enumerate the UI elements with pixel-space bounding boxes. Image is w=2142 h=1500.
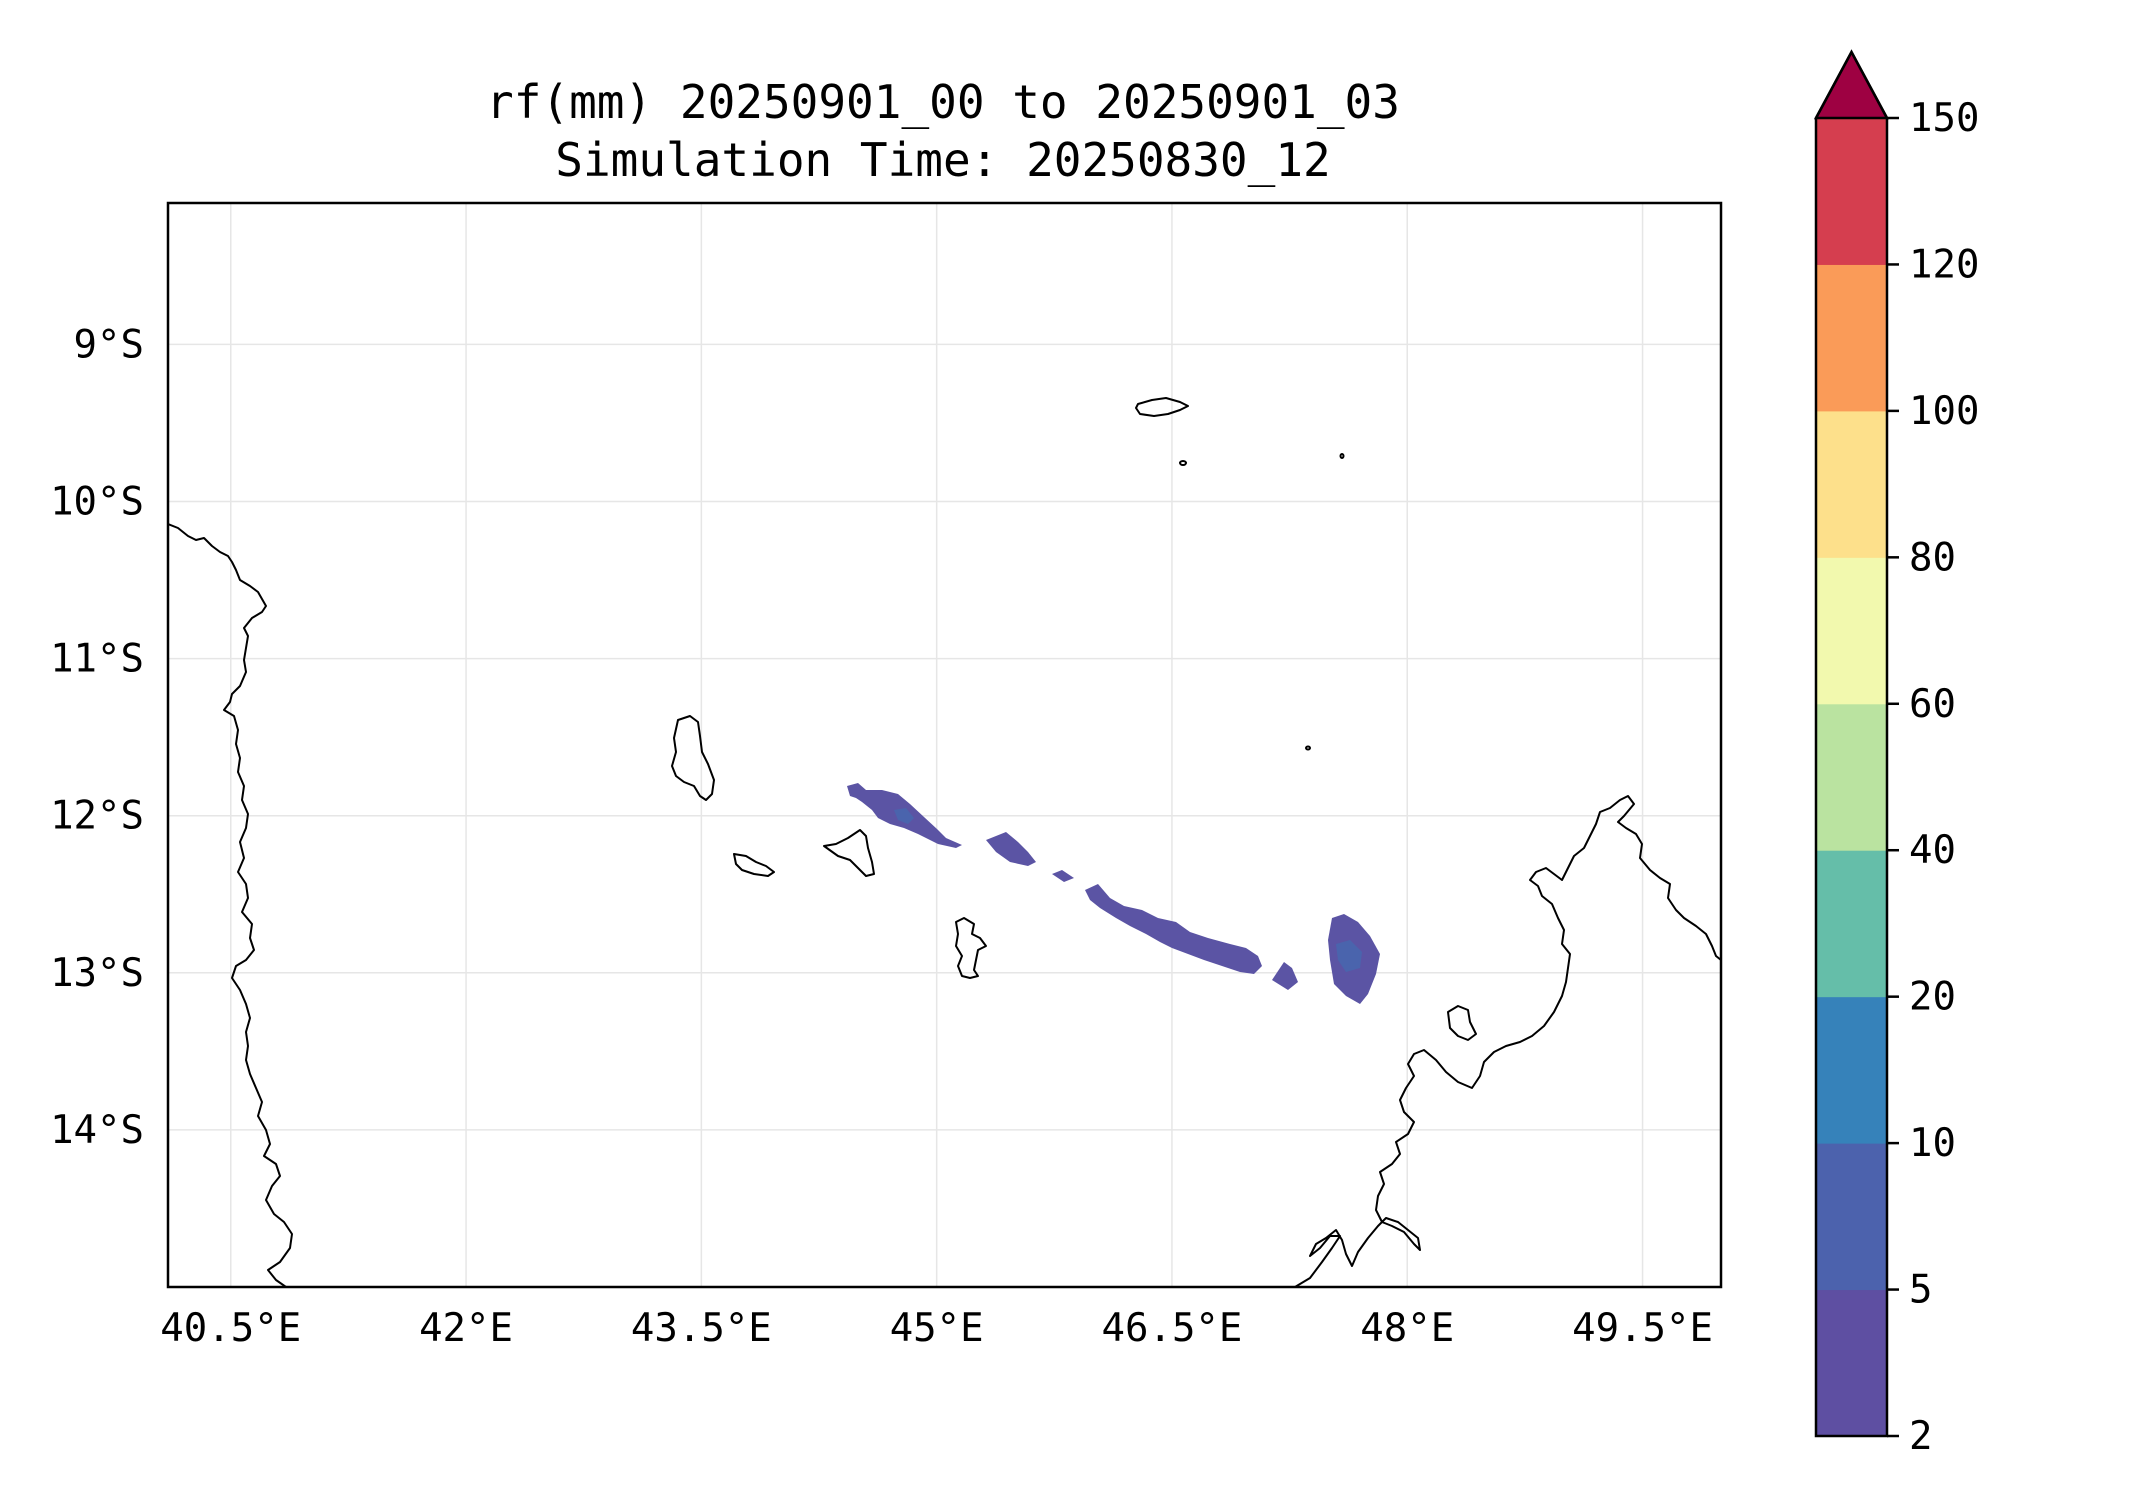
- rain-patch-core: [1336, 940, 1362, 972]
- coastlines: [168, 397, 1721, 1287]
- comoros-island-grande: [671, 715, 715, 801]
- rainfall-band: [847, 783, 1380, 1004]
- colorbar-tick-label: 150: [1909, 96, 1979, 141]
- islet: [1339, 453, 1345, 459]
- colorbar: 2 5 10 20 40 60 80 100 120 150: [1813, 49, 1979, 1459]
- map-gridlines: [168, 203, 1721, 1287]
- rain-patch: [1085, 884, 1262, 974]
- glorioso-island: [1135, 397, 1189, 417]
- colorbar-tick-label: 5: [1909, 1268, 1932, 1313]
- colorbar-tick-label: 60: [1909, 682, 1956, 727]
- colorbar-segment: [1816, 264, 1887, 412]
- africa-coastline: [168, 523, 293, 1287]
- colorbar-segment: [1816, 1143, 1887, 1291]
- figure-title-line1: rf(mm) 20250901_00 to 20250901_03: [486, 75, 1400, 129]
- rain-patch: [1052, 870, 1074, 882]
- longitude-tick-label: 48°E: [1360, 1306, 1454, 1351]
- colorbar-segment: [1816, 996, 1887, 1144]
- latitude-tick-label: 13°S: [50, 951, 144, 996]
- colorbar-tick-label: 120: [1909, 242, 1979, 287]
- colorbar-segment: [1816, 557, 1887, 705]
- comoros-island-moheli: [733, 853, 775, 877]
- islet: [1305, 745, 1311, 751]
- colorbar-segment: [1816, 850, 1887, 998]
- colorbar-tick-label: 40: [1909, 828, 1956, 873]
- longitude-tick-labels: 40.5°E 42°E 43.5°E 45°E 46.5°E 48°E 49.5°E: [160, 1306, 1713, 1351]
- colorbar-extend-arrow: [1813, 49, 1890, 120]
- latitude-tick-label: 11°S: [50, 637, 144, 682]
- madagascar-islet-nosy-be: [1447, 1005, 1477, 1041]
- colorbar-tick-label: 100: [1909, 389, 1979, 434]
- latitude-tick-label: 12°S: [50, 794, 144, 839]
- longitude-tick-label: 49.5°E: [1572, 1306, 1713, 1351]
- longitude-tick-label: 43.5°E: [631, 1306, 772, 1351]
- colorbar-tick-labels: 2 5 10 20 40 60 80 100 120 150: [1887, 96, 1979, 1459]
- comoros-island-anjouan: [823, 829, 875, 877]
- longitude-tick-label: 42°E: [419, 1306, 513, 1351]
- colorbar-segment: [1816, 410, 1887, 558]
- islet: [1179, 460, 1187, 466]
- colorbar-segment: [1816, 1289, 1887, 1437]
- latitude-tick-label: 14°S: [50, 1108, 144, 1153]
- colorbar-tick-label: 80: [1909, 535, 1956, 580]
- figure-title-line2: Simulation Time: 20250830_12: [555, 133, 1330, 187]
- longitude-tick-label: 46.5°E: [1102, 1306, 1243, 1351]
- rain-patch: [986, 832, 1036, 866]
- longitude-tick-label: 40.5°E: [160, 1306, 301, 1351]
- colorbar-segment: [1816, 118, 1887, 265]
- map-content: [168, 397, 1721, 1287]
- rain-patch-core: [894, 808, 914, 824]
- latitude-tick-label: 10°S: [50, 479, 144, 524]
- colorbar-tick-label: 10: [1909, 1121, 1956, 1166]
- latitude-tick-label: 9°S: [74, 322, 144, 367]
- madagascar-coastline: [1294, 795, 1721, 1287]
- colorbar-tick-label: 20: [1909, 975, 1956, 1020]
- colorbar-segments: [1816, 118, 1887, 1437]
- colorbar-segment: [1816, 703, 1887, 851]
- colorbar-outline: [1814, 49, 1889, 1438]
- rain-patch: [1272, 962, 1298, 990]
- colorbar-tick-label: 2: [1909, 1414, 1932, 1459]
- longitude-tick-label: 45°E: [890, 1306, 984, 1351]
- mayotte-island: [955, 917, 987, 979]
- map-frame: [166, 201, 1723, 1289]
- latitude-tick-labels: 9°S 10°S 11°S 12°S 13°S 14°S: [50, 322, 144, 1153]
